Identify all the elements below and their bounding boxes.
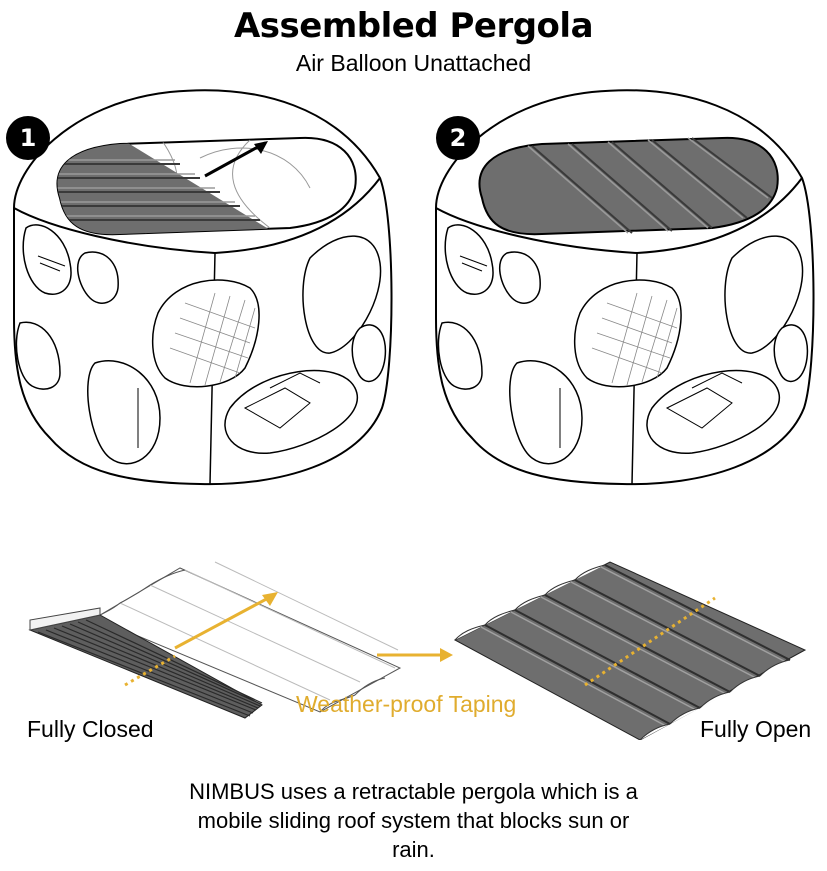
step-1-badge: 1 bbox=[6, 116, 50, 160]
fully-open-label: Fully Open bbox=[700, 716, 812, 742]
weather-proof-taping-label: Weather-proof Taping bbox=[296, 691, 517, 717]
fully-closed-label: Fully Closed bbox=[27, 716, 154, 742]
pergola-slide-diagram bbox=[28, 561, 807, 740]
description-line-3: rain. bbox=[392, 837, 435, 862]
description-line-1: NIMBUS uses a retractable pergola which … bbox=[189, 779, 638, 804]
roof-panels-partial bbox=[57, 143, 280, 235]
closed-pergola-white-panels bbox=[93, 561, 402, 713]
tape-line-open bbox=[584, 596, 716, 687]
diagram-title: Assembled Pergola bbox=[233, 6, 594, 46]
roof-panels-full bbox=[478, 136, 779, 236]
description-line-2: mobile sliding roof system that blocks s… bbox=[197, 808, 630, 833]
open-pergola-panels bbox=[453, 561, 807, 740]
closed-pergola-stacked-panels bbox=[28, 607, 263, 719]
slide-direction-arrow-icon bbox=[262, 592, 278, 606]
slide-arrow-icon bbox=[254, 141, 268, 154]
transition-arrow-icon bbox=[440, 648, 453, 662]
diagram-subtitle: Air Balloon Unattached bbox=[295, 50, 532, 76]
step-2-badge: 2 bbox=[436, 116, 480, 160]
description-text: NIMBUS uses a retractable pergola which … bbox=[0, 777, 827, 864]
cube-1-illustration bbox=[13, 89, 393, 486]
tape-line-closed bbox=[124, 654, 176, 687]
cube-2-illustration bbox=[435, 89, 815, 486]
